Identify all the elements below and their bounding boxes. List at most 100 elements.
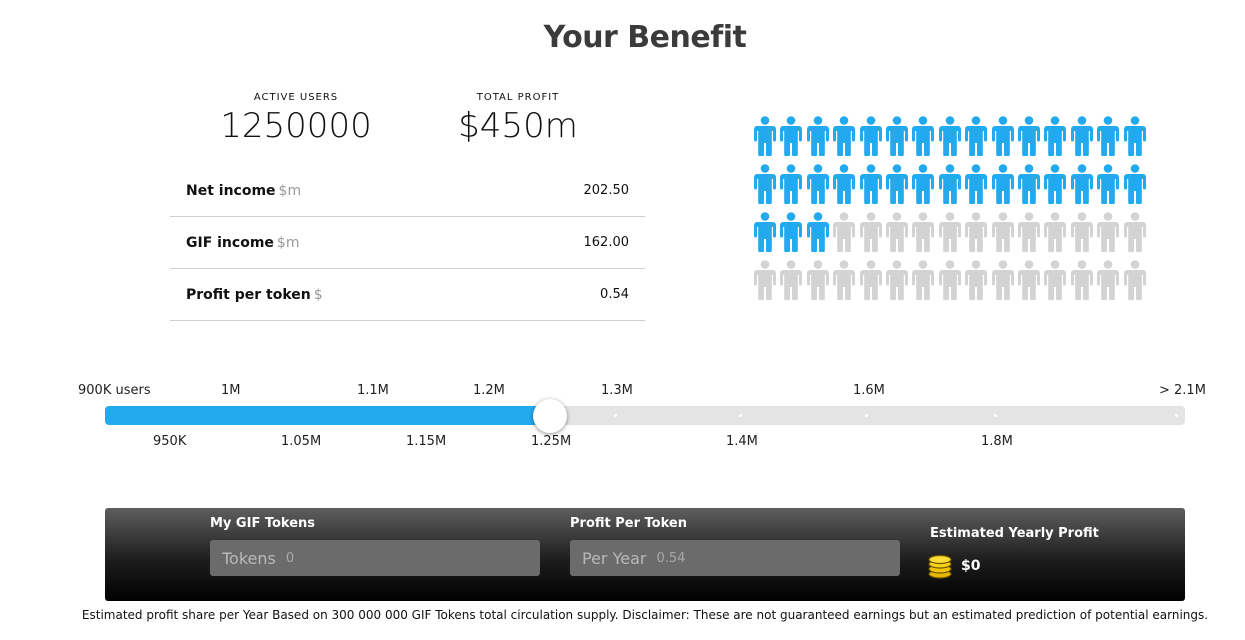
person-icon [938, 260, 961, 300]
person-icon [912, 260, 935, 300]
slider-tick [1175, 414, 1178, 417]
person-icon [991, 164, 1014, 204]
profit-per-token-input[interactable]: Per Year 0.54 [570, 540, 900, 576]
slider-label: 1M [221, 383, 241, 398]
slider-label: > 2.1M [1159, 383, 1206, 398]
person-icon [991, 260, 1014, 300]
person-icon [1044, 164, 1067, 204]
slider-tick [739, 414, 742, 417]
slider-label: 1.2M [473, 383, 505, 398]
person-icon [938, 212, 961, 252]
person-icon [965, 164, 988, 204]
tokens-field-title: My GIF Tokens [210, 516, 316, 531]
slider-label: 1.25M [531, 434, 572, 449]
income-row-gif: GIF income $m 162.00 [170, 217, 645, 269]
income-row-label: Net income $m [186, 183, 302, 199]
person-icon [938, 116, 961, 156]
person-icon [859, 116, 882, 156]
total-profit-label: TOTAL PROFIT [476, 92, 560, 103]
person-icon [1123, 212, 1146, 252]
person-icon [833, 212, 856, 252]
users-slider-track[interactable] [105, 399, 1185, 433]
person-icon [1070, 212, 1093, 252]
person-icon [965, 260, 988, 300]
income-row-label: GIF income $m [186, 235, 300, 251]
estimated-profit-value: $0 [961, 558, 981, 574]
person-icon [938, 164, 961, 204]
coins-icon [928, 554, 952, 579]
person-icon [886, 116, 908, 156]
person-icon [991, 212, 1014, 252]
person-icon [833, 116, 856, 156]
income-table: Net income $m 202.50 GIF income $m 162.00 … [170, 165, 645, 321]
person-icon [859, 260, 882, 300]
person-icon [780, 116, 803, 156]
row-divider [582, 216, 645, 217]
person-icon [1018, 212, 1040, 252]
tokens-input-placeholder: Tokens [222, 548, 276, 568]
person-icon [833, 164, 856, 204]
income-row-value: 202.50 [583, 183, 630, 198]
slider-label: 1.6M [853, 383, 885, 398]
slider-label: 950K [153, 434, 187, 449]
income-row-unit: $ [313, 287, 323, 303]
row-divider [582, 268, 645, 269]
profit-per-token-placeholder: Per Year [582, 548, 647, 568]
total-profit-value: $450m [458, 106, 578, 146]
person-icon [833, 260, 856, 300]
person-icon [806, 164, 829, 204]
person-icon [754, 116, 776, 156]
person-icon [1097, 260, 1120, 300]
person-icon [806, 260, 829, 300]
person-icon [1070, 164, 1093, 204]
income-row-net: Net income $m 202.50 [170, 165, 645, 217]
person-icon [1044, 212, 1067, 252]
person-icon [886, 212, 908, 252]
person-icon [886, 164, 908, 204]
person-icon [1097, 164, 1120, 204]
disclaimer-text: Estimated profit share per Year Based on… [81, 608, 1209, 622]
slider-label: 900K users [78, 383, 151, 398]
person-icon [1044, 116, 1067, 156]
person-icon [912, 116, 935, 156]
person-icon [1018, 164, 1040, 204]
slider-label: 1.05M [281, 434, 322, 449]
person-icon [754, 164, 776, 204]
income-row-unit: $m [276, 235, 300, 251]
profit-per-token-field-title: Profit Per Token [570, 516, 687, 531]
person-icon [1123, 260, 1146, 300]
person-icon [886, 260, 908, 300]
person-icon [806, 212, 829, 252]
users-slider-handle[interactable] [532, 399, 567, 433]
person-icon [859, 212, 882, 252]
person-icon [991, 116, 1014, 156]
person-icon [1044, 260, 1067, 300]
slider-tick [865, 414, 868, 417]
page-title: Your Benefit [543, 20, 747, 55]
person-icon [754, 260, 776, 300]
tokens-input[interactable]: Tokens 0 [210, 540, 540, 576]
profit-per-token-value: 0.54 [656, 550, 686, 566]
person-icon [806, 116, 829, 156]
active-users-value: 1250000 [220, 106, 372, 146]
person-icon [754, 212, 776, 252]
person-icon [1123, 116, 1146, 156]
income-row-profit-per-token: Profit per token $ 0.54 [170, 269, 645, 321]
slider-label: 1.4M [726, 434, 758, 449]
person-icon [1018, 260, 1040, 300]
income-row-label: Profit per token $ [186, 287, 323, 303]
person-icon [859, 164, 882, 204]
person-icon [1097, 212, 1120, 252]
person-icon [780, 164, 803, 204]
person-icon [780, 212, 803, 252]
income-row-value: 162.00 [583, 235, 630, 250]
row-divider [170, 216, 582, 217]
slider-label: 1.3M [601, 383, 633, 398]
person-icon [965, 212, 988, 252]
person-icon [780, 260, 803, 300]
slider-label: 1.15M [406, 434, 447, 449]
slider-label: 1.1M [357, 383, 389, 398]
tokens-input-value: 0 [285, 550, 295, 566]
person-icon [1123, 164, 1146, 204]
slider-label: 1.8M [981, 434, 1013, 449]
